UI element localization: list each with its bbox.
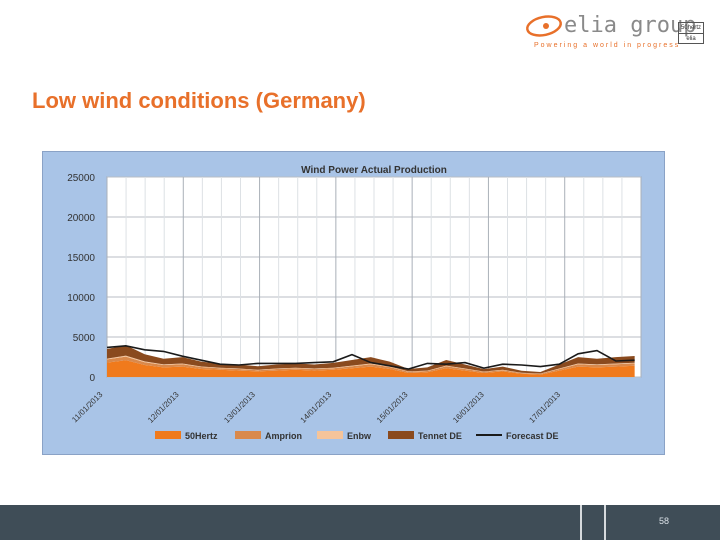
y-tick-label: 5000	[73, 333, 96, 344]
y-tick-label: 20000	[67, 213, 95, 224]
footer-divider	[580, 505, 582, 540]
legend-label: Tennet DE	[418, 431, 462, 441]
legend-swatch	[155, 431, 181, 439]
x-tick-label: 12/01/2013	[146, 390, 181, 425]
legend-label: Forecast DE	[506, 431, 559, 441]
badge-line-2: elia	[679, 33, 703, 44]
x-tick-label: 13/01/2013	[222, 390, 257, 425]
legend-label: 50Hertz	[185, 431, 218, 441]
brand-name: elia group	[564, 13, 697, 38]
legend-swatch	[317, 431, 343, 439]
badge-line-1: 50hertz	[680, 25, 701, 31]
chart-frame: Wind Power Actual Production 0 5000 10000 15…	[42, 151, 665, 455]
legend-label: Enbw	[347, 431, 372, 441]
area-amprion	[107, 356, 635, 375]
y-tick-label: 0	[89, 373, 95, 384]
legend-swatch	[388, 431, 414, 439]
brand-badge: 50hertz elia	[678, 22, 704, 44]
x-tick-label: 14/01/2013	[299, 390, 334, 425]
footer-bar	[0, 505, 720, 540]
legend-label: Amprion	[265, 431, 302, 441]
brand-tagline: Powering a world in progress	[534, 42, 681, 49]
x-tick-label: 17/01/2013	[527, 390, 562, 425]
y-tick-label: 10000	[67, 293, 95, 304]
x-tick-label: 15/01/2013	[375, 390, 410, 425]
line-forecast-de	[106, 344, 635, 370]
x-tick-label: 11/01/2013	[70, 390, 105, 425]
area-50hertz	[107, 360, 635, 377]
wind-chart: Wind Power Actual Production 0 5000 10000 15…	[67, 165, 642, 441]
brand-logo: elia group Powering a world in progress …	[524, 10, 704, 54]
legend-swatch	[235, 431, 261, 439]
x-tick-label: 16/01/2013	[451, 390, 486, 425]
slide-title: Low wind conditions (Germany)	[32, 88, 366, 113]
page-number: 58	[658, 516, 669, 526]
y-tick-label: 25000	[67, 173, 95, 184]
footer-divider	[604, 505, 606, 540]
chart-title: Wind Power Actual Production	[301, 165, 447, 176]
swoosh-icon	[526, 15, 562, 37]
area-tennet-de	[107, 345, 635, 374]
y-tick-label: 15000	[67, 253, 95, 264]
